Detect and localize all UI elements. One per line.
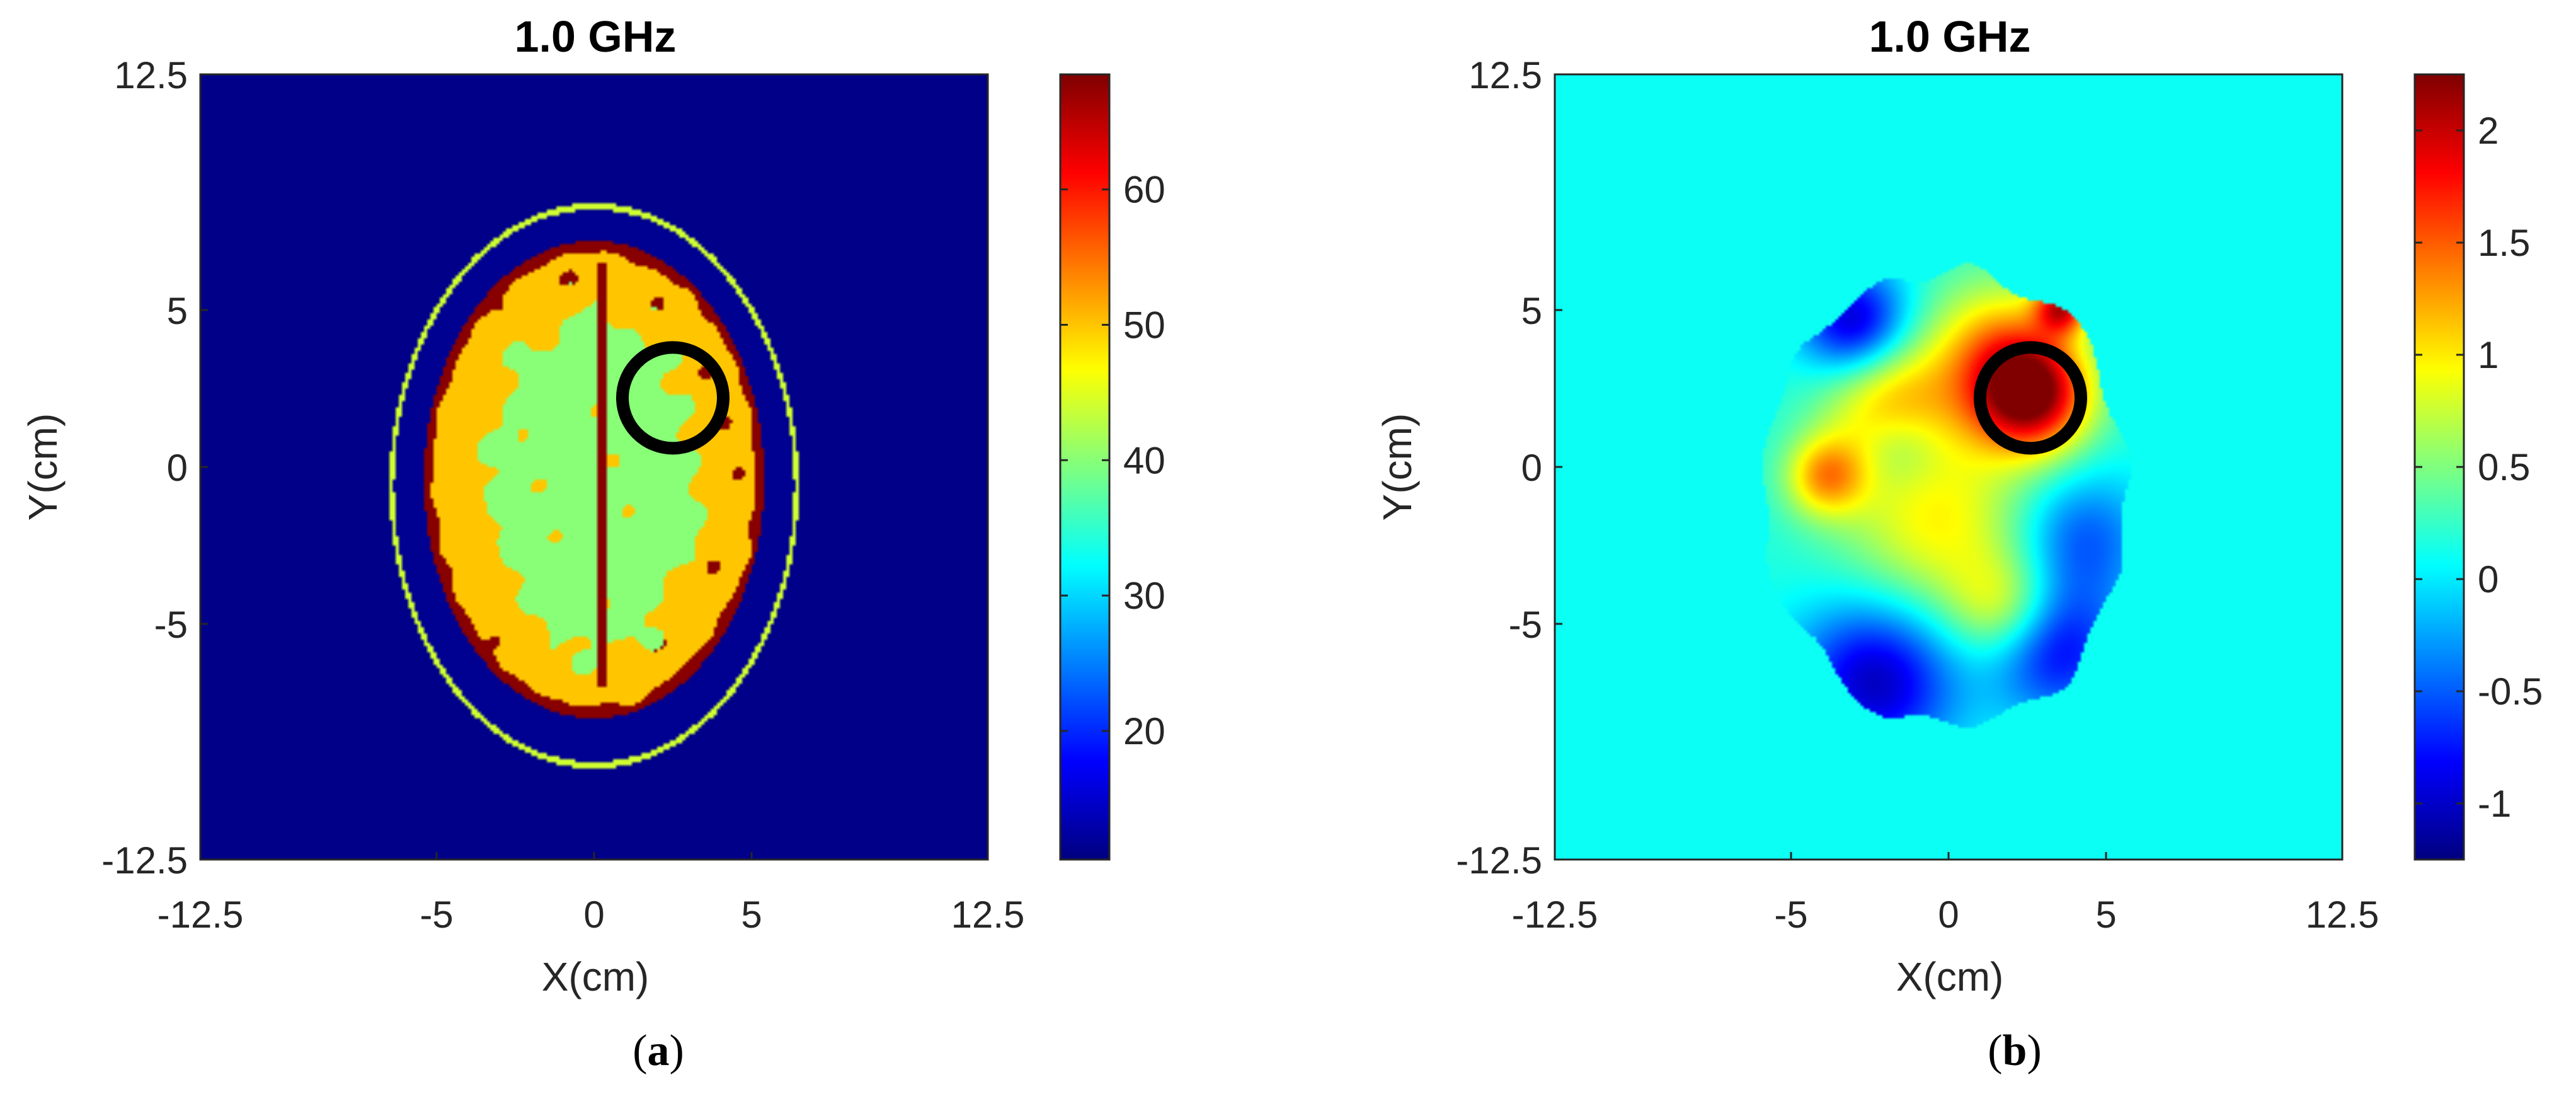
panel-a-xtick-label: -5	[420, 894, 453, 936]
panel-b-xtick-label: 0	[1938, 894, 1959, 936]
panel-b-colorbar-tick-label: -0.5	[2478, 670, 2543, 713]
panel-b-ytick-label: -12.5	[1456, 839, 1542, 882]
panel-a-ytick-label: -12.5	[101, 839, 188, 882]
panel-a-y-axis-label: Y(cm)	[20, 413, 66, 521]
panel-b-caption-close: )	[2027, 1027, 2041, 1075]
panel-a-caption-close: )	[670, 1027, 684, 1075]
panel-a-caption-open: (	[633, 1027, 647, 1075]
panel-a-caption: (a)	[633, 1027, 684, 1075]
panel-b-y-ticks: 12.5 5 0 -5 -12.5	[1456, 54, 1562, 882]
panel-a-tumor-marker	[616, 341, 730, 455]
panel-a-heatmap	[200, 74, 988, 860]
panel-b-colorbar-tick-label: 2	[2478, 110, 2499, 152]
panel-a-ytick-label: 5	[167, 290, 188, 332]
panel-b-tumor-marker	[1974, 341, 2087, 455]
panel-a-plot-area	[199, 73, 989, 861]
panel-b-colorbar-tick-label: -1	[2478, 783, 2511, 825]
panel-b-colorbar-tick-label: 1.5	[2478, 222, 2530, 264]
panel-a-colorbar-box	[1059, 73, 1111, 861]
panel-b-ytick-label: 12.5	[1468, 54, 1542, 96]
panel-b-xtick-label: -5	[1774, 894, 1807, 936]
panel-b-ytick-label: 0	[1521, 447, 1542, 489]
panel-a-xtick-label: 5	[741, 894, 762, 936]
panel-a-colorbar-tick-label: 40	[1123, 439, 1165, 481]
panel-a: 1.0 GHz 12.5 5 0 -5 -12.5	[20, 12, 1165, 1075]
panel-b-heatmap	[1555, 74, 2342, 860]
panel-b-xtick-label: 5	[2095, 894, 2116, 936]
panel-a-y-ticks: 12.5 5 0 -5 -12.5	[101, 54, 208, 882]
panel-b-colorbar: -1 -0.5 0 0.5 1 1.5 2	[2413, 73, 2543, 861]
panel-b-caption-open: (	[1988, 1027, 2002, 1075]
panel-a-colorbar-gradient	[1060, 74, 1109, 860]
panel-a-colorbar-tick-label: 20	[1123, 710, 1165, 752]
panel-a-xtick-label: -12.5	[157, 894, 244, 936]
panel-b-plot-area	[1554, 73, 2344, 861]
panel-a-title: 1.0 GHz	[515, 12, 677, 61]
panel-a-ytick-label: 0	[167, 447, 188, 489]
panel-b-ytick-label: -5	[1509, 604, 1542, 646]
panel-a-xtick-label: 0	[583, 894, 604, 936]
panel-a-xtick-label: 12.5	[951, 894, 1025, 936]
panel-b-colorbar-tick-label: 0.5	[2478, 446, 2530, 488]
panel-a-x-ticks: -12.5 -5 0 5 12.5	[157, 852, 1025, 936]
panel-b-colorbar-ticks: -1 -0.5 0 0.5 1 1.5 2	[2415, 110, 2543, 825]
panel-a-ytick-label: -5	[154, 604, 188, 646]
panel-a-caption-letter: a	[648, 1027, 670, 1075]
panel-a-x-axis-label: X(cm)	[542, 954, 650, 999]
panel-b-xtick-label: 12.5	[2306, 894, 2379, 936]
panel-b-y-axis-label: Y(cm)	[1375, 413, 1420, 521]
panel-b: 1.0 GHz 12.5 5 0 -5 -12.5	[1375, 12, 2543, 1075]
panel-a-colorbar: 20 30 40 50 60	[1059, 73, 1165, 861]
panel-a-colorbar-tick-label: 30	[1123, 575, 1165, 617]
panel-b-caption: (b)	[1988, 1027, 2042, 1075]
panel-b-xtick-label: -12.5	[1512, 894, 1598, 936]
panel-a-colorbar-tick-label: 50	[1123, 304, 1165, 346]
panel-b-colorbar-tick-label: 0	[2478, 558, 2499, 601]
panel-a-colorbar-tick-label: 60	[1123, 169, 1165, 211]
panel-a-ytick-label: 12.5	[114, 54, 188, 96]
panel-b-colorbar-gradient	[2415, 74, 2464, 860]
panel-b-caption-letter: b	[2003, 1027, 2027, 1075]
panel-b-x-ticks: -12.5 -5 0 5 12.5	[1512, 852, 2379, 936]
panel-b-ytick-label: 5	[1521, 290, 1542, 332]
panel-b-title: 1.0 GHz	[1869, 12, 2031, 61]
panel-b-colorbar-tick-label: 1	[2478, 334, 2499, 376]
panel-a-colorbar-ticks: 20 30 40 50 60	[1060, 169, 1165, 752]
panel-b-x-axis-label: X(cm)	[1896, 954, 2004, 999]
